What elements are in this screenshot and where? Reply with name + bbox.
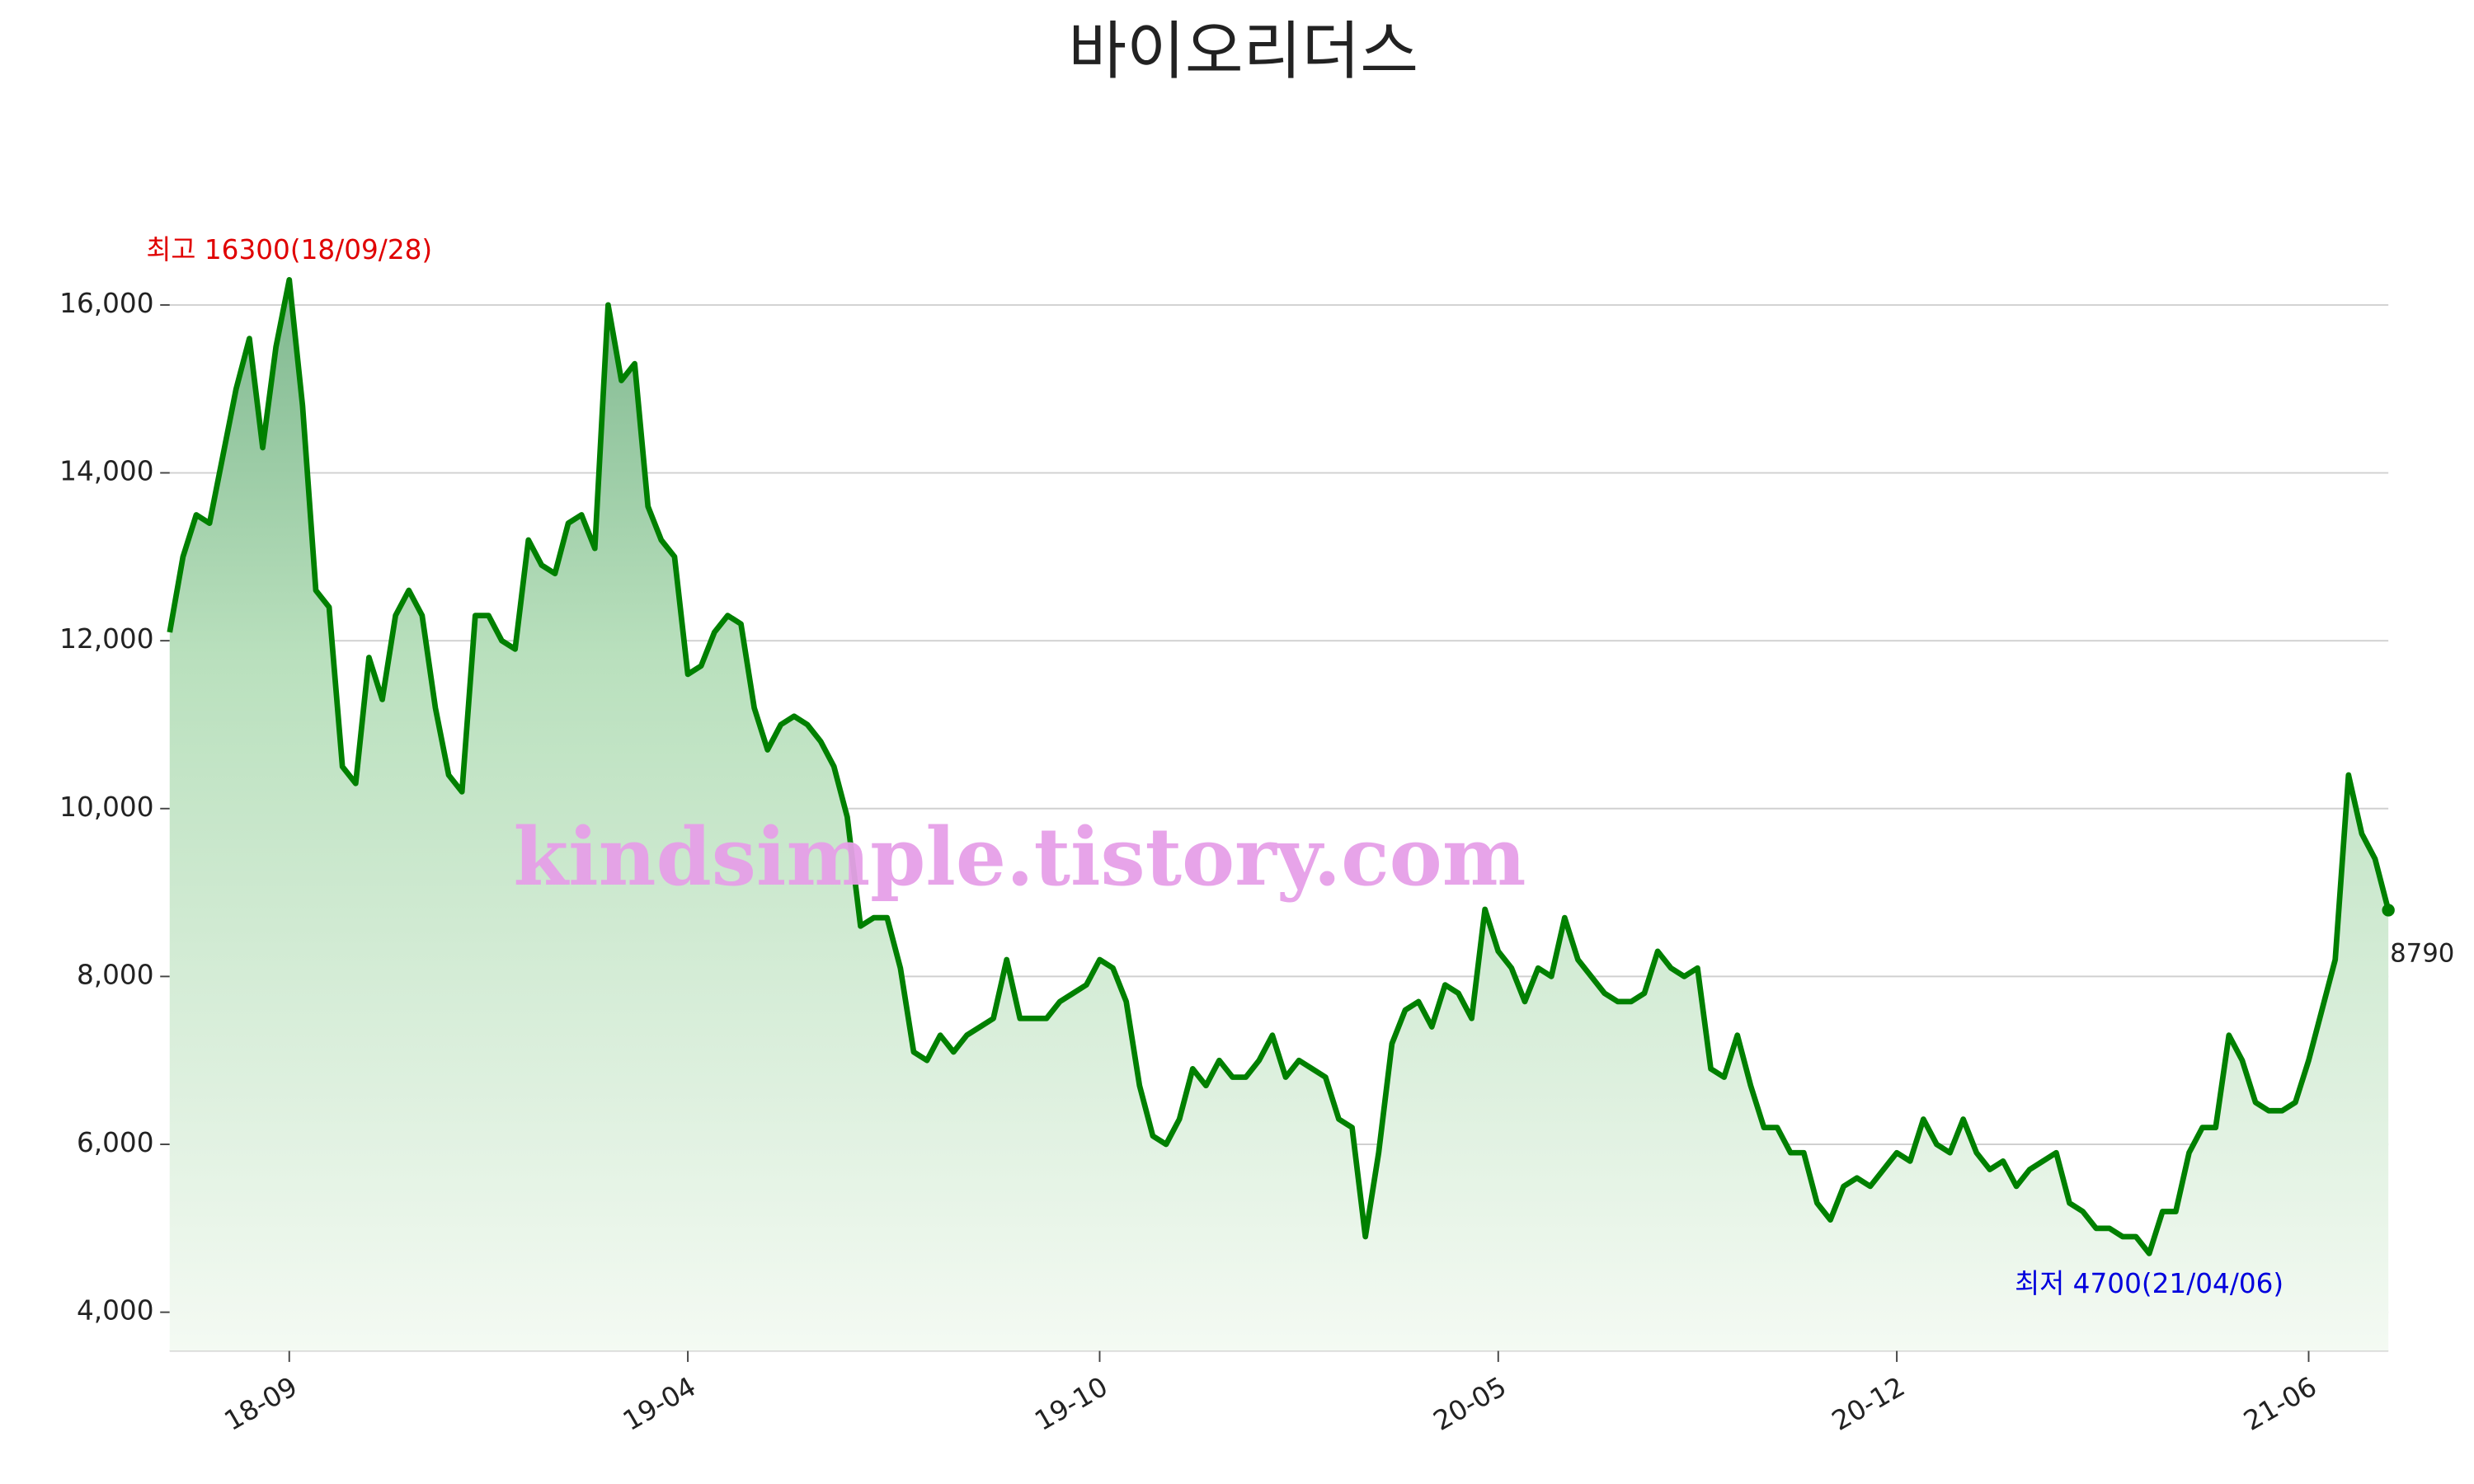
x-tick-label: 19-10 [1029,1371,1112,1437]
y-tick-label: 16,000 [59,288,153,319]
last-point [2382,904,2395,917]
x-tick-label: 20-05 [1428,1371,1512,1437]
min-label: 최저 4700(21/04/06) [2015,1268,2284,1299]
y-tick-label: 12,000 [59,623,153,655]
last-value-label: 8790 [2390,938,2454,968]
max-label: 최고 16300(18/09/28) [146,234,432,265]
chart-title: 바이오리더스 [1068,15,1418,88]
y-tick-label: 4,000 [77,1295,154,1327]
x-tick-label: 19-04 [618,1371,701,1437]
x-tick-label: 20-12 [1827,1371,1910,1437]
watermark: kindsimple.tistory.com [514,810,1526,904]
y-tick-label: 8,000 [77,959,154,990]
area-fill [169,279,2389,1351]
x-tick-label: 18-09 [219,1371,303,1437]
y-tick-label: 10,000 [59,791,153,823]
price-line [167,277,2392,1256]
y-tick-label: 6,000 [77,1127,154,1158]
y-tick-label: 14,000 [59,456,153,487]
x-tick-label: 21-06 [2238,1371,2321,1437]
